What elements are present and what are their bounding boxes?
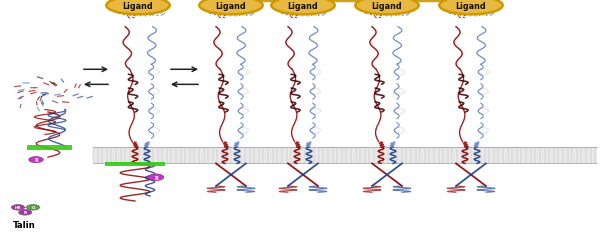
Ellipse shape bbox=[355, 0, 419, 15]
Bar bbox=[27, 146, 72, 150]
Text: Ligand: Ligand bbox=[287, 2, 319, 11]
Circle shape bbox=[26, 205, 40, 210]
Text: Ligand: Ligand bbox=[122, 2, 154, 11]
Ellipse shape bbox=[439, 0, 503, 15]
Bar bbox=[105, 162, 165, 166]
Text: Ligand: Ligand bbox=[455, 2, 487, 11]
Circle shape bbox=[148, 174, 164, 181]
Text: R: R bbox=[154, 175, 158, 180]
Bar bbox=[93, 148, 597, 164]
Ellipse shape bbox=[106, 0, 170, 15]
Circle shape bbox=[29, 157, 43, 163]
Text: G: G bbox=[31, 206, 35, 210]
Circle shape bbox=[19, 210, 32, 215]
Text: Ligand: Ligand bbox=[371, 2, 403, 11]
Circle shape bbox=[11, 205, 25, 210]
Ellipse shape bbox=[271, 0, 335, 15]
Text: Ligand: Ligand bbox=[215, 2, 247, 11]
Text: R: R bbox=[23, 210, 27, 214]
Text: R: R bbox=[34, 158, 38, 162]
Text: Talin: Talin bbox=[13, 220, 36, 229]
Text: HR: HR bbox=[15, 206, 21, 210]
Ellipse shape bbox=[199, 0, 263, 15]
